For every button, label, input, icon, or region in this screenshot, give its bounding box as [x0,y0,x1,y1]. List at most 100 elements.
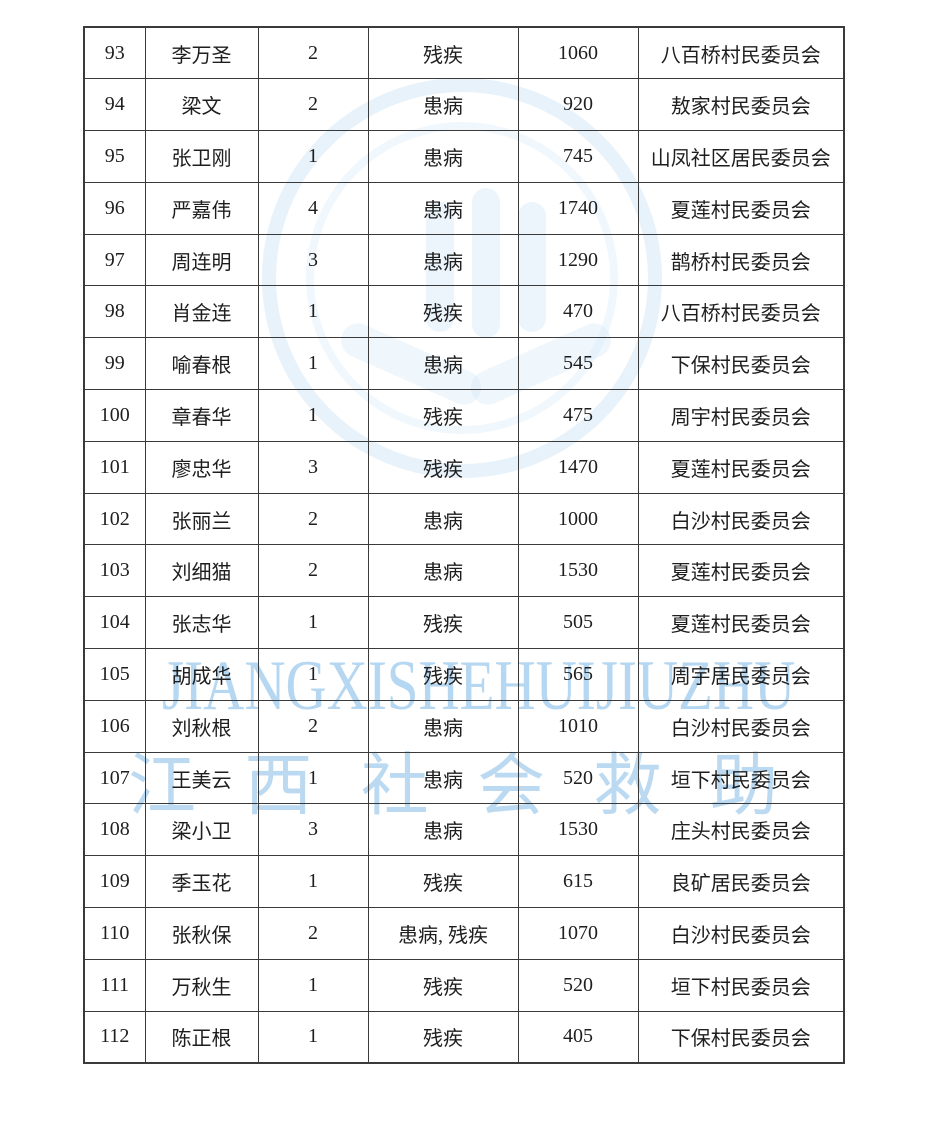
cell-amount: 1070 [517,907,639,960]
table-row: 99 喻春根 1 患病 545 下保村民委员会 [83,337,845,391]
cell-row-number: 110 [83,907,146,960]
cell-committee: 周宇村民委员会 [637,389,845,442]
cell-category: 患病 [367,492,519,546]
cell-category: 残疾 [367,855,519,909]
cell-person-count: 2 [257,492,369,546]
cell-person-count: 1 [257,751,369,805]
cell-person-name: 周连明 [144,233,259,287]
cell-committee: 夏莲村民委员会 [637,440,845,494]
cell-category: 患病 [367,544,519,598]
cell-row-number: 106 [83,699,146,753]
cell-row-number: 102 [83,492,146,546]
cell-category: 患病 [367,233,519,287]
cell-committee: 夏莲村民委员会 [637,596,845,650]
cell-amount: 475 [517,389,639,442]
cell-person-name: 刘细猫 [144,544,259,598]
roster-table: 93 李万圣 2 残疾 1060 八百桥村民委员会 94 梁文 2 患病 920 敖家村民委员会 95 张… [83,26,845,1064]
cell-person-count: 1 [257,130,369,183]
cell-person-name: 梁文 [144,78,259,132]
cell-committee: 夏莲村民委员会 [637,544,845,598]
table-row: 107 王美云 1 患病 520 垣下村民委员会 [83,751,845,805]
cell-person-count: 4 [257,181,369,235]
table-row: 104 张志华 1 残疾 505 夏莲村民委员会 [83,596,845,650]
cell-row-number: 109 [83,855,146,909]
cell-row-number: 105 [83,648,146,701]
cell-category: 残疾 [367,285,519,339]
cell-committee: 周宇居民委员会 [637,648,845,701]
cell-person-count: 1 [257,958,369,1012]
table-row: 97 周连明 3 患病 1290 鹊桥村民委员会 [83,233,845,287]
cell-amount: 1470 [517,440,639,494]
cell-category: 患病, 残疾 [367,907,519,960]
cell-category: 患病 [367,78,519,132]
cell-person-name: 严嘉伟 [144,181,259,235]
cell-person-count: 1 [257,285,369,339]
cell-category: 患病 [367,699,519,753]
table-row: 111 万秋生 1 残疾 520 垣下村民委员会 [83,958,845,1012]
cell-committee: 下保村民委员会 [637,337,845,391]
cell-committee: 八百桥村民委员会 [637,285,845,339]
cell-person-name: 张志华 [144,596,259,650]
cell-row-number: 112 [83,1010,146,1064]
table-row: 102 张丽兰 2 患病 1000 白沙村民委员会 [83,492,845,546]
table-row: 100 章春华 1 残疾 475 周宇村民委员会 [83,389,845,442]
table-row: 95 张卫刚 1 患病 745 山凤社区居民委员会 [83,130,845,183]
cell-committee: 下保村民委员会 [637,1010,845,1064]
cell-category: 患病 [367,181,519,235]
cell-person-name: 喻春根 [144,337,259,391]
table-row: 112 陈正根 1 残疾 405 下保村民委员会 [83,1010,845,1064]
cell-row-number: 108 [83,803,146,857]
cell-person-count: 3 [257,440,369,494]
cell-person-count: 2 [257,907,369,960]
cell-amount: 565 [517,648,639,701]
cell-row-number: 93 [83,26,146,80]
cell-person-count: 1 [257,1010,369,1064]
cell-committee: 夏莲村民委员会 [637,181,845,235]
cell-person-count: 1 [257,596,369,650]
cell-committee: 白沙村民委员会 [637,492,845,546]
roster-table-container: 93 李万圣 2 残疾 1060 八百桥村民委员会 94 梁文 2 患病 920 敖家村民委员会 95 张… [83,26,845,1064]
cell-person-name: 梁小卫 [144,803,259,857]
cell-person-count: 3 [257,233,369,287]
table-row: 109 季玉花 1 残疾 615 良矿居民委员会 [83,855,845,909]
table-row: 103 刘细猫 2 患病 1530 夏莲村民委员会 [83,544,845,598]
cell-person-name: 季玉花 [144,855,259,909]
cell-row-number: 98 [83,285,146,339]
cell-committee: 鹊桥村民委员会 [637,233,845,287]
cell-category: 残疾 [367,440,519,494]
cell-amount: 1000 [517,492,639,546]
cell-row-number: 111 [83,958,146,1012]
cell-category: 残疾 [367,596,519,650]
cell-category: 患病 [367,751,519,805]
cell-amount: 1530 [517,803,639,857]
cell-person-count: 3 [257,803,369,857]
cell-committee: 白沙村民委员会 [637,907,845,960]
cell-person-count: 1 [257,648,369,701]
cell-committee: 垣下村民委员会 [637,958,845,1012]
cell-person-name: 廖忠华 [144,440,259,494]
cell-committee: 八百桥村民委员会 [637,26,845,80]
cell-row-number: 100 [83,389,146,442]
table-row: 101 廖忠华 3 残疾 1470 夏莲村民委员会 [83,440,845,494]
cell-committee: 良矿居民委员会 [637,855,845,909]
cell-committee: 敖家村民委员会 [637,78,845,132]
table-row: 93 李万圣 2 残疾 1060 八百桥村民委员会 [83,26,845,80]
cell-person-name: 张丽兰 [144,492,259,546]
cell-person-count: 2 [257,699,369,753]
cell-person-name: 张卫刚 [144,130,259,183]
table-row: 110 张秋保 2 患病, 残疾 1070 白沙村民委员会 [83,907,845,960]
cell-category: 患病 [367,130,519,183]
cell-amount: 470 [517,285,639,339]
cell-person-count: 2 [257,78,369,132]
table-row: 94 梁文 2 患病 920 敖家村民委员会 [83,78,845,132]
cell-category: 患病 [367,337,519,391]
cell-committee: 白沙村民委员会 [637,699,845,753]
cell-person-name: 肖金连 [144,285,259,339]
cell-amount: 1060 [517,26,639,80]
cell-row-number: 101 [83,440,146,494]
cell-category: 残疾 [367,389,519,442]
cell-committee: 山凤社区居民委员会 [637,130,845,183]
cell-row-number: 97 [83,233,146,287]
cell-person-name: 刘秋根 [144,699,259,753]
cell-person-count: 1 [257,337,369,391]
